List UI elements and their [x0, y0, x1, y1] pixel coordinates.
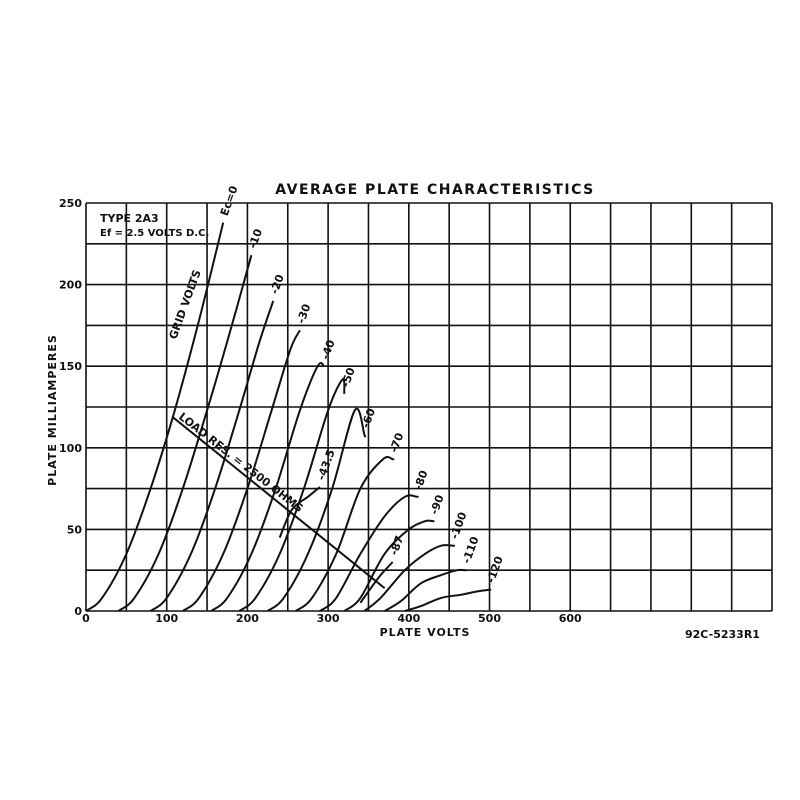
curve-label: Ec=0	[218, 184, 241, 218]
curve-label: -110	[460, 535, 482, 566]
tube-type-label: TYPE 2A3	[100, 212, 159, 225]
curve-label: -60	[359, 406, 378, 429]
curve-50	[238, 378, 346, 612]
curve-30	[182, 329, 301, 612]
x-tick-label: 200	[236, 612, 259, 625]
load-resistance-label: LOAD RES. = 2500 OHMS	[176, 410, 305, 515]
curve-80	[319, 494, 419, 612]
grid-volts-label: GRID VOLTS	[167, 268, 204, 341]
y-tick-label: 100	[59, 442, 82, 455]
curve-label: -20	[268, 272, 287, 295]
y-tick-label: 50	[67, 523, 83, 536]
load-line	[171, 416, 386, 589]
curve-90	[343, 519, 435, 612]
curve-label: -40	[319, 338, 338, 361]
curve-40	[210, 361, 325, 612]
curve-70	[295, 456, 395, 612]
curve-label: -10	[246, 227, 265, 250]
curve-60	[266, 407, 367, 612]
y-tick-label: 250	[59, 197, 82, 210]
y-tick-label: 200	[59, 279, 82, 292]
x-tick-label: 300	[317, 612, 340, 625]
curve-110	[384, 568, 467, 612]
x-tick-label: 500	[478, 612, 501, 625]
chart-title: AVERAGE PLATE CHARACTERISTICS	[275, 182, 595, 198]
y-tick-label: 150	[59, 360, 82, 373]
x-tick-label: 400	[397, 612, 420, 625]
y-tick-label: 0	[74, 605, 82, 618]
tick-labels: 0 100 200 300 400 500 600 0 50 100 150 200 250	[59, 197, 582, 625]
curve-100	[363, 544, 456, 612]
x-axis-label: PLATE VOLTS	[380, 626, 471, 639]
curve-label: -90	[428, 493, 447, 516]
curves	[85, 222, 492, 612]
curve-120	[404, 588, 492, 612]
x-tick-label: 600	[559, 612, 582, 625]
filament-label: Ef = 2.5 VOLTS D.C.	[100, 228, 209, 239]
curve-Ec0	[85, 222, 225, 612]
curve-10	[117, 254, 253, 612]
x-tick-label: 0	[82, 612, 90, 625]
curve-label: -100	[448, 510, 470, 541]
curve-label: -70	[387, 431, 406, 454]
drawing-number: 92C-5233R1	[685, 628, 760, 641]
curve-20	[149, 300, 275, 612]
curve-labels: Ec=0 -10 -20 -30 -40-50-60 -70 -80 -90-100-110 -…	[218, 184, 506, 585]
x-tick-label: 100	[155, 612, 178, 625]
curve-label: -87	[387, 534, 406, 557]
curve-43-5	[278, 486, 321, 538]
curve-label: -80	[411, 468, 430, 491]
curve-label: -43.5	[315, 448, 338, 482]
grid	[85, 202, 773, 612]
curve-label: -30	[294, 302, 313, 325]
curve-label: -50	[339, 366, 358, 389]
y-axis-label: PLATE MILLIAMPERES	[46, 334, 59, 486]
curve-87	[359, 561, 394, 604]
